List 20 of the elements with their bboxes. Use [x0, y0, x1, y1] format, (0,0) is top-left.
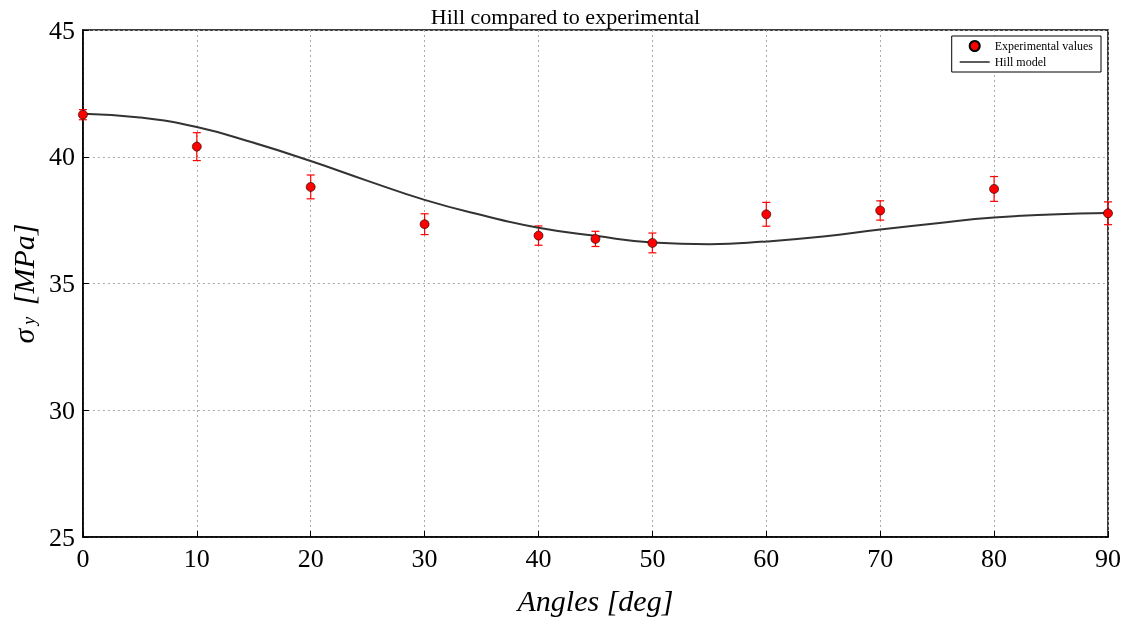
x-tick-label: 40 — [525, 543, 552, 573]
y-tick-label: 40 — [48, 142, 75, 172]
y-tick-label: 25 — [48, 522, 75, 552]
y-tick-label: 45 — [48, 15, 75, 45]
x-tick-label: 50 — [639, 543, 666, 573]
y-axis-title: σy [MPa] — [6, 223, 40, 344]
x-tick-label: 60 — [753, 543, 780, 573]
x-tick-label: 70 — [867, 543, 894, 573]
x-tick-label: 90 — [1095, 543, 1121, 573]
legend-label: Hill model — [994, 55, 1048, 69]
chart-title: Hill compared to experimental — [430, 3, 701, 29]
y-tick-label: 30 — [48, 395, 75, 425]
legend-label: Experimental values — [994, 39, 1094, 53]
x-axis-title: Angles [deg] — [515, 583, 674, 617]
x-tick-label: 80 — [981, 543, 1008, 573]
x-tick-label: 0 — [76, 543, 90, 573]
x-tick-label: 10 — [183, 543, 210, 573]
y-tick-label: 35 — [48, 269, 75, 298]
x-tick-label: 20 — [297, 543, 324, 573]
x-tick-label: 30 — [411, 543, 438, 573]
